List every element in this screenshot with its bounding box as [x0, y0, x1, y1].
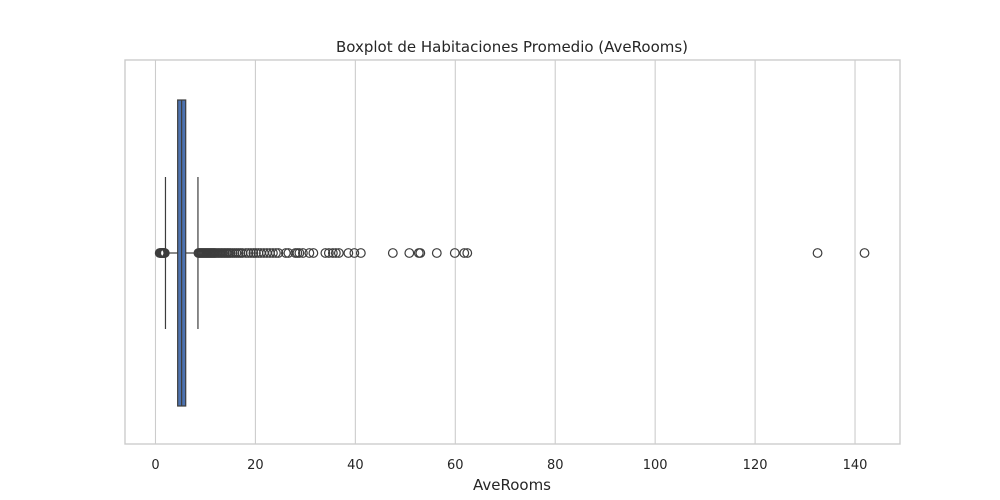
outlier-point-81 — [859, 248, 870, 258]
outlier-point-79 — [462, 248, 473, 258]
outlier-point-73 — [404, 248, 415, 258]
outlier-point-53 — [268, 248, 278, 258]
outlier-point-60 — [294, 248, 305, 258]
outlier-points — [154, 248, 870, 258]
outlier-point-78 — [459, 248, 470, 258]
outlier-point-77 — [449, 248, 460, 258]
outlier-point-63 — [308, 248, 319, 258]
outlier-point-55 — [273, 248, 284, 258]
outlier-point-68 — [333, 248, 344, 258]
outlier-point-80 — [812, 248, 823, 258]
x-tick-label-80: 80 — [547, 458, 564, 473]
x-tick-label-100: 100 — [643, 458, 668, 473]
grid-lines — [154, 60, 856, 444]
outlier-point-69 — [343, 248, 354, 258]
x-axis-label: AveRooms — [473, 476, 551, 494]
outlier-point-65 — [323, 248, 334, 258]
x-tick-label-20: 20 — [247, 458, 264, 473]
outlier-point-71 — [355, 248, 366, 258]
outlier-point-46 — [248, 248, 259, 258]
outlier-point-54 — [271, 248, 281, 258]
x-axis-ticks: 0 20 40 60 80 100 120 140 — [151, 458, 867, 473]
outlier-point-8 — [159, 248, 170, 258]
outlier-point-43 — [241, 248, 251, 258]
x-tick-label-40: 40 — [347, 458, 364, 473]
outlier-point-67 — [330, 248, 341, 258]
outlier-point-70 — [349, 248, 360, 258]
chart-title: Boxplot de Habitaciones Promedio (AveRoo… — [336, 38, 688, 56]
x-tick-label-0: 0 — [151, 458, 159, 473]
outlier-point-75 — [415, 248, 426, 258]
x-tick-label-140: 140 — [843, 458, 868, 473]
outlier-point-76 — [431, 248, 442, 258]
x-tick-label-60: 60 — [447, 458, 464, 473]
outlier-point-64 — [320, 248, 331, 258]
outlier-point-47 — [251, 248, 261, 258]
plot-area-frame — [124, 59, 901, 445]
outlier-point-66 — [327, 248, 338, 258]
box-series — [164, 99, 199, 407]
outlier-point-44 — [243, 248, 254, 258]
outlier-point-45 — [246, 248, 256, 258]
outlier-point-62 — [304, 248, 315, 258]
x-tick-label-120: 120 — [743, 458, 768, 473]
outlier-point-61 — [297, 248, 308, 258]
outlier-point-72 — [387, 248, 398, 258]
outlier-point-56 — [280, 248, 291, 258]
